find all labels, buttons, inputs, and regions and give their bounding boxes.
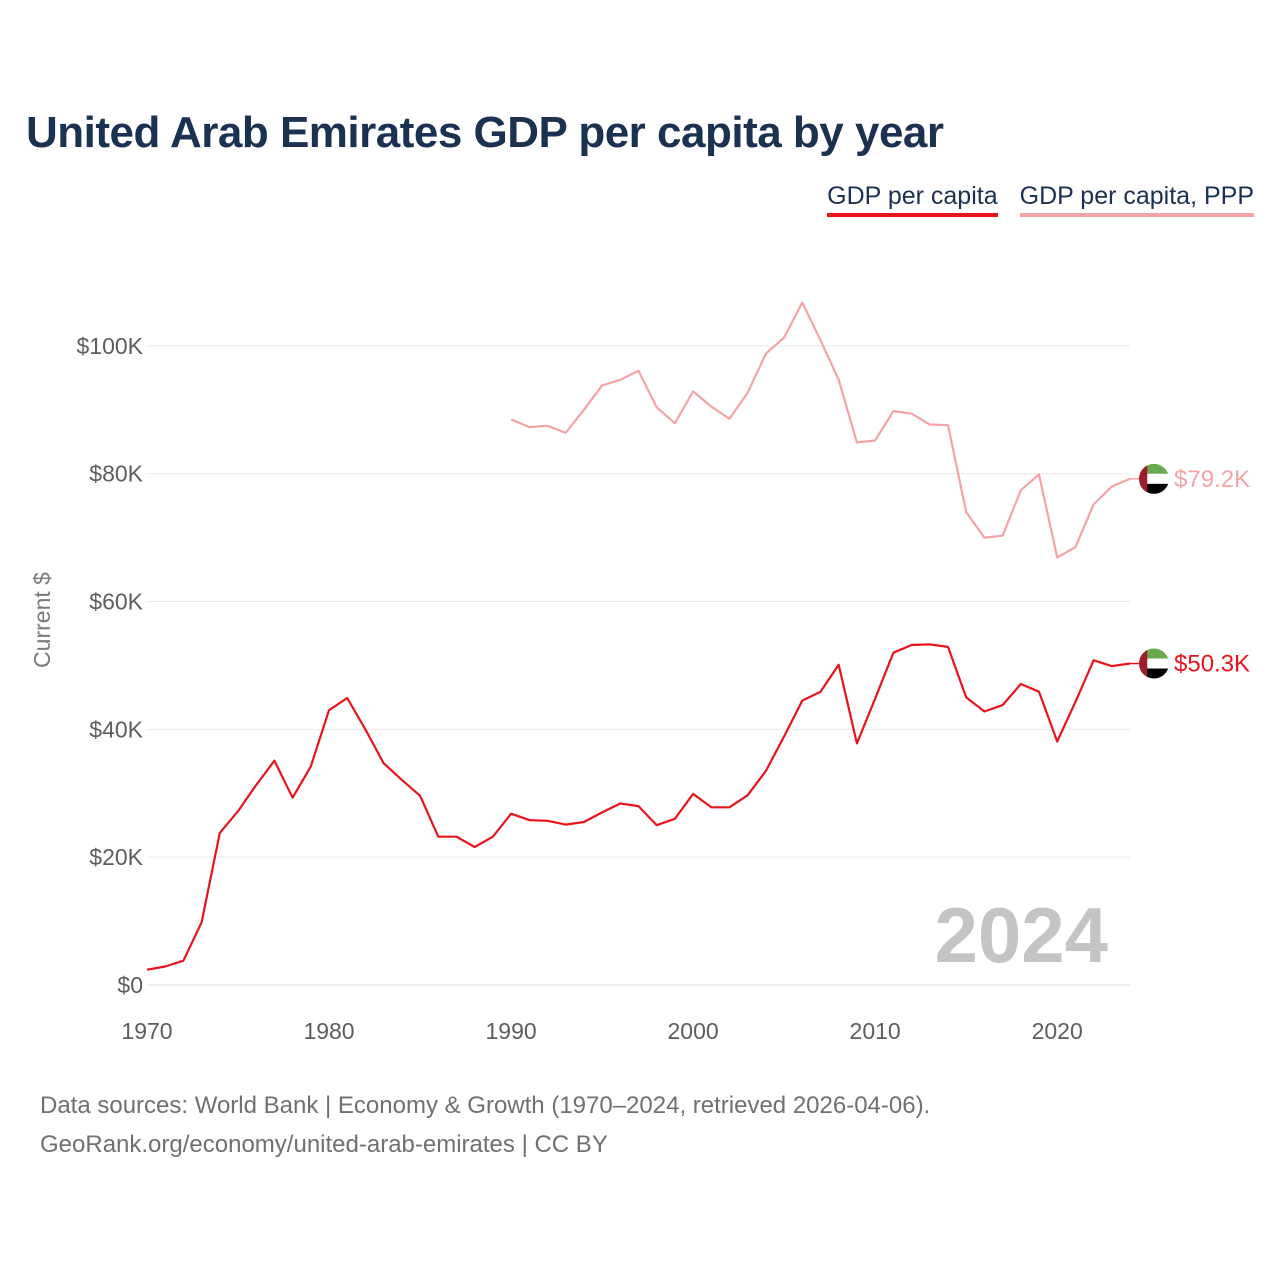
- end-value-label: $79.2K: [1174, 466, 1250, 493]
- y-tick-label: $40K: [89, 716, 143, 742]
- legend: GDP per capita GDP per capita, PPP: [827, 182, 1254, 217]
- footer-sources: Data sources: World Bank | Economy & Gro…: [40, 1092, 931, 1119]
- y-tick-label: $60K: [89, 589, 143, 615]
- line-chart: $0 $20K $40K $60K $80K $100K 1970 1980 1990 2000 2…: [29, 301, 1250, 1044]
- footer-attribution: GeoRank.org/economy/united-arab-emirates…: [40, 1131, 608, 1158]
- year-overlay: 2024: [934, 891, 1108, 979]
- legend-item-gdp-per-capita-ppp[interactable]: GDP per capita, PPP: [1019, 182, 1254, 217]
- x-tick-label: 2010: [850, 1018, 901, 1044]
- footer: Data sources: World Bank | Economy & Gro…: [40, 1086, 930, 1164]
- x-tick-label: 2020: [1032, 1018, 1083, 1044]
- uae-flag-icon: [1139, 463, 1169, 494]
- y-tick-label: $20K: [89, 844, 143, 870]
- chart-title: United Arab Emirates GDP per capita by y…: [26, 108, 944, 157]
- uae-flag-icon: [1139, 648, 1169, 679]
- end-value-label: $50.3K: [1174, 651, 1250, 678]
- legend-item-gdp-per-capita[interactable]: GDP per capita: [827, 182, 998, 217]
- x-tick-label: 2000: [668, 1018, 719, 1044]
- y-axis-label: Current $: [29, 572, 55, 668]
- y-tick-label: $0: [117, 972, 143, 998]
- x-tick-label: 1980: [303, 1018, 354, 1044]
- x-tick-label: 1990: [485, 1018, 536, 1044]
- y-tick-label: $100K: [76, 333, 143, 359]
- y-tick-label: $80K: [89, 461, 143, 487]
- series-line-gdp-per-capita: [146, 643, 1131, 971]
- x-tick-label: 1970: [121, 1018, 172, 1044]
- series-line-gdp-per-capita-ppp: [510, 301, 1131, 559]
